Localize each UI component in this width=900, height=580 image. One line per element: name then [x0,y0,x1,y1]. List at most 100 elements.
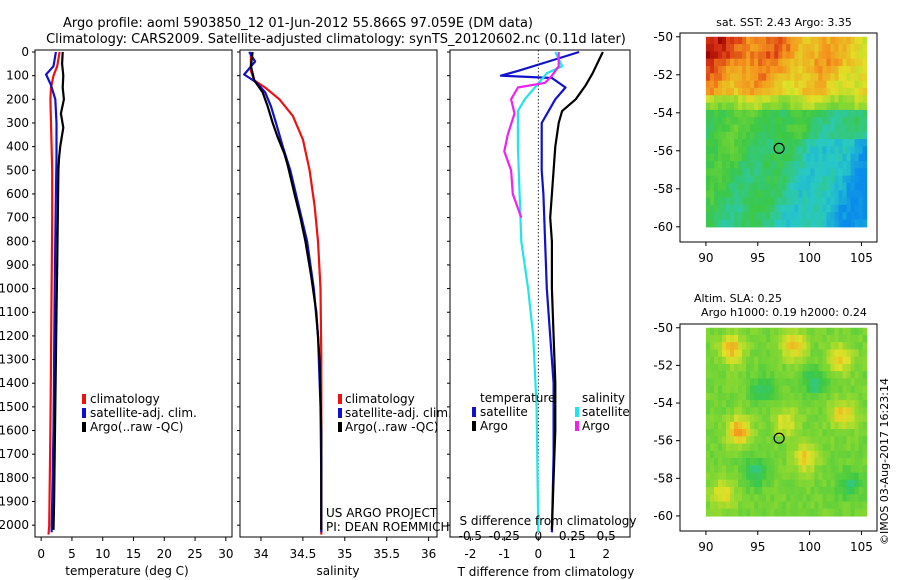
heatmap-cell [762,175,767,184]
heatmap-cell [766,117,771,126]
salinity-axis-label: salinity [316,564,359,578]
heatmap-cell [786,450,791,459]
heatmap-cell [794,109,799,118]
heatmap-cell [830,392,836,401]
heatmap-cell [818,458,824,466]
heatmap-cell [846,407,852,416]
heatmap-cell [766,421,771,430]
heatmap-cell [754,392,759,401]
heatmap-cell [774,501,779,510]
heatmap-cell [850,146,856,155]
heatmap-cell [742,146,747,155]
t-difference-axis-label: T difference from climatology [457,565,635,579]
heatmap-cell [818,168,824,177]
heatmap-cell [734,443,739,452]
legend-swatch-satellite [338,408,342,418]
heatmap-cell [850,486,856,495]
heatmap-cell [705,139,711,148]
heatmap-cell [834,349,840,358]
heatmap-cell [842,494,848,503]
heatmap-cell [822,414,828,423]
series-line-temperature-argo [549,51,604,530]
heatmap-cell [810,436,815,445]
heatmap-cell [802,501,807,510]
x-tick-label: 34 [253,547,268,561]
heatmap-cell [790,109,795,118]
heatmap-cell [705,508,711,517]
heatmap-cell [822,436,828,445]
heatmap-cell [790,51,795,60]
heatmap-cell [721,51,727,60]
heatmap-cell [786,44,791,53]
heatmap-cell [794,508,799,517]
heatmap-cell [786,212,791,221]
heatmap-cell [758,80,763,89]
heatmap-cell [822,472,828,481]
heatmap-cell [858,87,864,96]
heatmap-cell [794,36,799,45]
heatmap-cell [774,109,779,118]
heatmap-cell [721,87,727,96]
heatmap-cell [810,131,815,140]
heatmap-cell [766,378,771,387]
heatmap-cell [846,429,852,437]
heatmap-cell [830,335,836,343]
heatmap-cell [806,73,811,82]
heatmap-cell [838,443,844,452]
heatmap-cell [758,349,763,358]
heatmap-cell [822,153,828,162]
heatmap-cell [709,508,715,517]
heatmap-cell [794,486,799,495]
heatmap-cell [730,443,735,452]
heatmap-cell [822,161,828,169]
heatmap-cell [766,436,771,445]
heatmap-cell [830,378,836,387]
heatmap-cell [782,458,787,466]
heatmap-cell [717,204,723,213]
heatmap-cell [774,73,779,82]
heatmap-cell [778,66,783,74]
heatmap-cell [838,168,844,177]
heatmap-cell [730,190,735,199]
heatmap-cell [734,486,739,495]
heatmap-cell [726,327,731,336]
heatmap-cell [709,407,715,416]
heatmap-cell [754,508,759,517]
sla-map-panel: Altim. SLA: 0.25 Argo h1000: 0.19 h2000:… [653,292,878,554]
heatmap-cell [826,479,832,488]
heatmap-cell [798,327,803,336]
heatmap-cell [838,479,844,488]
heatmap-cell [713,175,719,184]
heatmap-cell [846,58,852,67]
heatmap-cell [802,363,807,372]
heatmap-cell [738,197,743,206]
heatmap-cell [738,356,743,365]
heatmap-cell [794,378,799,387]
heatmap-cell [746,182,751,191]
heatmap-cell [822,51,828,60]
heatmap-cell [810,204,815,213]
heatmap-cell [713,146,719,155]
heatmap-cell [862,465,868,474]
heatmap-cell [822,146,828,155]
heatmap-cell [810,479,815,488]
heatmap-cell [709,414,715,423]
heatmap-cell [730,385,735,394]
heatmap-cell [766,458,771,466]
heatmap-cell [778,327,783,336]
heatmap-cell [854,124,860,133]
heatmap-cell [766,36,771,45]
s-difference-axis-label: S difference from climatology [460,514,637,528]
heatmap-cell [790,407,795,416]
heatmap-cell [806,335,811,343]
heatmap-cell [802,494,807,503]
heatmap-cell [814,102,820,111]
heatmap-cell [717,66,723,74]
heatmap-cell [742,95,747,104]
heatmap-cell [709,385,715,394]
heatmap-cell [730,80,735,89]
heatmap-cell [810,508,815,517]
heatmap-cell [730,378,735,387]
heatmap-cell [705,349,711,358]
heatmap-cell [806,66,811,74]
